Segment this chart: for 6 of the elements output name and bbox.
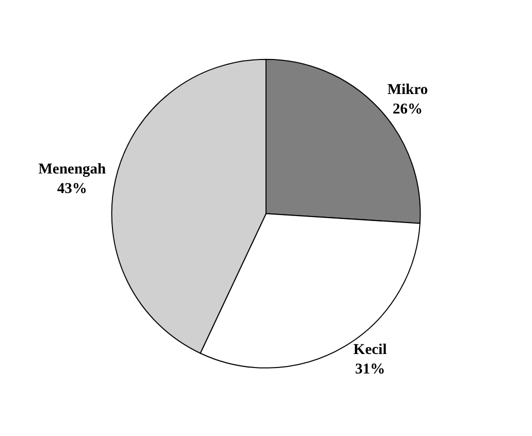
data-label: 31%: [355, 361, 386, 378]
data-label: 26%: [392, 101, 423, 118]
slice-label: Kecil: [353, 342, 387, 358]
slice-label: Mikro: [387, 82, 428, 98]
data-label: 43%: [57, 180, 88, 197]
slice-label: Menengah: [38, 161, 107, 178]
